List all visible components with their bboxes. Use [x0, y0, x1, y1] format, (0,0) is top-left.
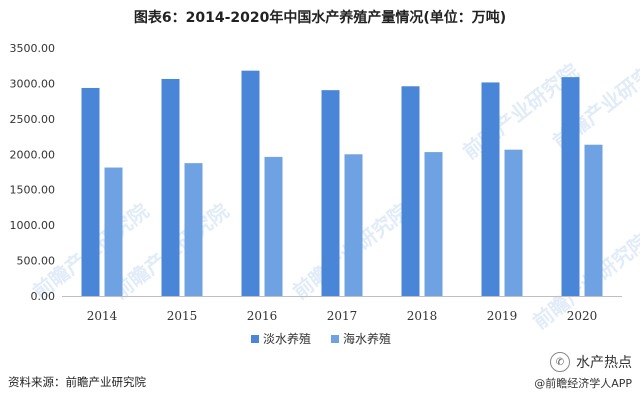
legend-swatch-freshwater	[251, 335, 259, 343]
bar-marine	[584, 144, 603, 296]
y-tick-label: 2000.00	[10, 148, 56, 161]
x-axis: 2014 2015 2016 2017 2018 2019 2020	[62, 296, 622, 323]
y-axis: 0.00 500.00 1000.00 1500.00 2000.00 2500.00 30…	[10, 42, 56, 303]
brand-name: 水产热点	[576, 355, 632, 371]
x-tick-label: 2020	[567, 309, 598, 323]
y-tick-label: 2500.00	[10, 113, 56, 126]
bar-freshwater	[481, 82, 500, 296]
legend-label-freshwater: 淡水养殖	[263, 331, 311, 346]
bar-marine	[344, 154, 363, 296]
chart-title: 图表6：2014-2020年中国水产养殖产量情况(单位：万吨)	[133, 10, 507, 26]
bar-marine	[104, 167, 123, 296]
y-tick-label: 3500.00	[10, 42, 56, 55]
x-tick-label: 2019	[487, 309, 518, 323]
bar-freshwater	[161, 78, 180, 296]
bar-freshwater	[241, 70, 260, 296]
brand-top: ✆ 水产热点	[534, 352, 632, 372]
legend: 淡水养殖 海水养殖	[251, 331, 391, 346]
brand-block: ✆ 水产热点 @前瞻经济学人APP	[534, 352, 632, 391]
bar-freshwater	[401, 86, 420, 297]
source-note: 资料来源：前瞻产业研究院	[8, 375, 146, 389]
legend-swatch-marine	[331, 335, 339, 343]
x-tick-label: 2016	[247, 309, 278, 323]
y-tick-label: 3000.00	[10, 77, 56, 90]
bar-marine	[264, 156, 283, 296]
x-tick-label: 2017	[327, 309, 358, 323]
brand-sub: @前瞻经济学人APP	[534, 377, 632, 390]
x-tick-label: 2018	[407, 309, 438, 323]
legend-label-marine: 海水养殖	[343, 331, 391, 346]
bar-freshwater	[81, 87, 100, 296]
y-tick-label: 0.00	[31, 290, 56, 303]
wechat-logo-icon: ✆	[550, 352, 570, 372]
bars	[81, 70, 603, 297]
bar-freshwater	[321, 90, 340, 296]
y-tick-label: 1500.00	[10, 184, 56, 197]
y-tick-label: 1000.00	[10, 219, 56, 232]
bar-marine	[504, 149, 523, 296]
bar-marine	[184, 163, 203, 296]
x-tick-label: 2015	[167, 309, 198, 323]
bar-marine	[424, 152, 443, 296]
bar-freshwater	[561, 77, 580, 296]
y-tick-label: 500.00	[17, 255, 56, 268]
x-tick-label: 2014	[87, 309, 118, 323]
